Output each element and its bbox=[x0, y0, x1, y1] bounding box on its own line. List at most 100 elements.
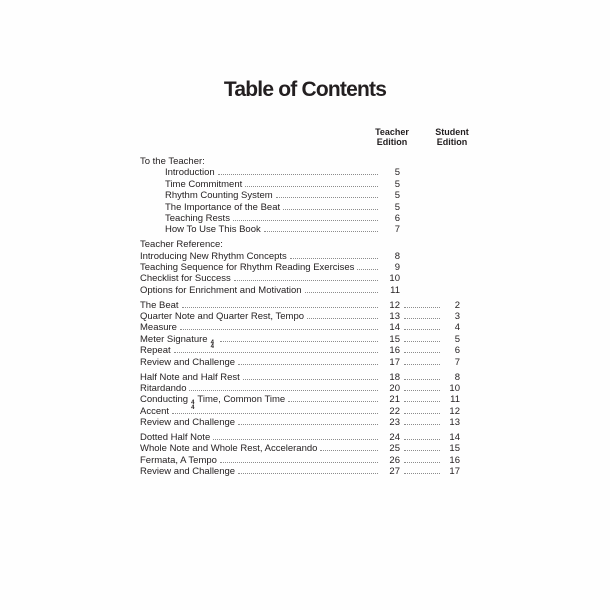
column-header-line: Edition bbox=[376, 137, 408, 147]
toc-row: Rhythm Counting System 5 bbox=[140, 190, 460, 201]
toc-row: The Beat 12 2 bbox=[140, 300, 460, 311]
entry-label: Review and Challenge bbox=[140, 466, 236, 478]
column-header-line: Teacher bbox=[375, 127, 409, 137]
fraction-denominator: 4 bbox=[210, 344, 214, 351]
teacher-page-number: 8 bbox=[394, 250, 400, 262]
dot-leader bbox=[304, 291, 378, 293]
teacher-page-number: 20 bbox=[389, 382, 400, 394]
student-page-number: 5 bbox=[454, 333, 460, 345]
teacher-page-number: 5 bbox=[394, 190, 400, 202]
dot-leader-student bbox=[404, 424, 440, 426]
dot-leader bbox=[189, 389, 378, 391]
entry-label: Repeat bbox=[140, 345, 171, 357]
toc-row: Repeat 16 6 bbox=[140, 345, 460, 356]
teacher-page-number: 6 bbox=[394, 212, 400, 224]
teacher-page-number: 23 bbox=[389, 417, 400, 429]
entry-label: Time Commitment bbox=[165, 178, 243, 190]
dot-leader-student bbox=[404, 461, 440, 463]
dot-leader-student bbox=[404, 306, 440, 308]
student-page-number: 11 bbox=[450, 394, 460, 406]
dot-leader bbox=[320, 450, 378, 452]
teacher-page-number: 12 bbox=[389, 299, 400, 311]
entry-label: Quarter Note and Quarter Rest, Tempo bbox=[140, 311, 305, 323]
student-page-number: 8 bbox=[454, 371, 460, 383]
dot-leader bbox=[213, 438, 378, 440]
entry-label: Dotted Half Note bbox=[140, 431, 211, 443]
dot-leader-student bbox=[404, 352, 440, 354]
dot-leader-student bbox=[404, 340, 440, 342]
teacher-page-number: 9 bbox=[394, 262, 400, 274]
section-heading: Teacher Reference: bbox=[140, 239, 223, 251]
student-page-number: 16 bbox=[449, 454, 460, 466]
column-header-line: Edition bbox=[436, 137, 468, 147]
dot-leader bbox=[179, 329, 378, 331]
dot-leader-student bbox=[404, 438, 440, 440]
section-heading: To the Teacher: bbox=[140, 156, 205, 167]
dot-leader bbox=[289, 257, 378, 259]
dot-leader bbox=[263, 231, 378, 233]
teacher-page-number: 25 bbox=[389, 443, 400, 455]
entry-label: Accent bbox=[140, 405, 170, 417]
toc-row: Half Note and Half Rest 18 8 bbox=[140, 372, 460, 383]
teacher-edition-column-header: Teacher Edition bbox=[360, 127, 424, 147]
dot-leader-student bbox=[404, 389, 440, 391]
entry-label: Half Note and Half Rest bbox=[140, 371, 240, 383]
toc-section: Teacher Reference: Introducing New Rhythm… bbox=[140, 239, 460, 296]
dot-leader-student bbox=[404, 329, 440, 331]
teacher-page-number: 16 bbox=[389, 345, 400, 357]
teacher-page-number: 5 bbox=[394, 167, 400, 179]
toc-row: Checklist for Success 10 bbox=[140, 273, 460, 284]
teacher-page-number: 15 bbox=[389, 333, 400, 345]
fraction-numerator: 4 bbox=[191, 400, 195, 407]
dot-leader bbox=[238, 424, 378, 426]
entry-label: The Beat bbox=[140, 299, 179, 311]
teacher-page-number: 21 bbox=[389, 394, 400, 406]
toc-row: Whole Note and Whole Rest, Accelerando 25… bbox=[140, 443, 460, 454]
entry-label: How To Use This Book bbox=[165, 224, 261, 236]
toc-row: Measure 14 4 bbox=[140, 322, 460, 333]
toc-row: Review and Challenge 17 7 bbox=[140, 357, 460, 368]
dot-leader bbox=[288, 401, 378, 403]
dot-leader-student bbox=[404, 318, 440, 320]
toc-row: Review and Challenge 23 13 bbox=[140, 417, 460, 428]
toc-row: Fermata, A Tempo 26 16 bbox=[140, 455, 460, 466]
student-page-number: 3 bbox=[454, 311, 460, 323]
column-header-line: Student bbox=[435, 127, 469, 137]
dot-leader bbox=[232, 219, 378, 221]
entry-label: Review and Challenge bbox=[140, 356, 236, 368]
entry-label: Measure bbox=[140, 322, 177, 334]
toc-row: Options for Enrichment and Motivation 11 bbox=[140, 285, 460, 296]
teacher-page-number: 24 bbox=[389, 431, 400, 443]
toc-row: Conducting 4 4 Time, Common Time 21 11 bbox=[140, 394, 460, 410]
toc-row: The Importance of the Beat 5 bbox=[140, 202, 460, 213]
dot-leader bbox=[233, 280, 378, 282]
student-edition-column-header: Student Edition bbox=[420, 127, 484, 147]
entry-label: Review and Challenge bbox=[140, 417, 236, 429]
dot-leader-student bbox=[404, 378, 440, 380]
entry-label: Introduction bbox=[165, 167, 215, 179]
toc-row: Introduction 5 bbox=[140, 167, 460, 178]
toc-row: Teaching Rests 6 bbox=[140, 213, 460, 224]
dot-leader bbox=[238, 363, 378, 365]
toc-row: Introducing New Rhythm Concepts 8 bbox=[140, 251, 460, 262]
dot-leader bbox=[242, 378, 378, 380]
dot-leader bbox=[219, 461, 378, 463]
dot-leader-student bbox=[404, 473, 440, 475]
student-page-number: 12 bbox=[449, 405, 460, 417]
entry-label: Options for Enrichment and Motivation bbox=[140, 284, 302, 296]
dot-leader bbox=[173, 352, 378, 354]
toc-row: Meter Signature 4 4 15 5 bbox=[140, 333, 460, 351]
page-title: Table of Contents bbox=[223, 78, 387, 101]
student-page-number: 15 bbox=[449, 443, 460, 455]
entry-label: Meter Signature 4 4 bbox=[140, 333, 214, 351]
entry-label: Teaching Rests bbox=[165, 212, 230, 224]
teacher-page-number: 11 bbox=[390, 284, 400, 296]
dot-leader-student bbox=[404, 412, 440, 414]
entry-label: Introducing New Rhythm Concepts bbox=[140, 250, 287, 262]
student-page-number: 2 bbox=[454, 299, 460, 311]
entry-label: Checklist for Success bbox=[140, 273, 231, 285]
student-page-number: 10 bbox=[449, 382, 460, 394]
